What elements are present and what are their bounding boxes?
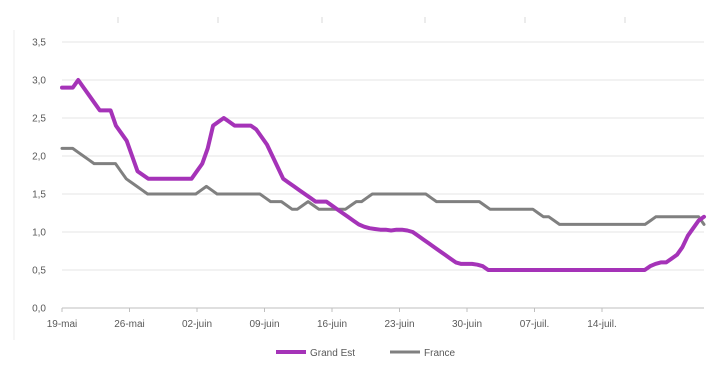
gridlines	[13, 30, 704, 340]
x-tick-label: 09-juin	[249, 319, 279, 330]
y-tick-label: 3,5	[32, 38, 46, 49]
x-tick-label: 07-juil.	[520, 319, 549, 330]
top-tick-marks	[117, 17, 626, 23]
legend-label: France	[424, 348, 456, 359]
series-line-grand-est	[60, 78, 706, 272]
x-tick-label: 19-mai	[47, 319, 78, 330]
series-lines	[60, 78, 706, 272]
legend: Grand Est France	[276, 348, 456, 359]
legend-item-france: France	[390, 348, 456, 359]
series-line-france	[60, 146, 706, 226]
legend-item-grand-est: Grand Est	[276, 348, 355, 359]
x-tick-label: 14-juil.	[587, 319, 616, 330]
x-tick-label: 16-juin	[317, 319, 347, 330]
x-tick-label: 02-juin	[182, 319, 212, 330]
y-tick-label: 3,0	[32, 76, 46, 87]
legend-label: Grand Est	[310, 348, 355, 359]
x-axis-tick-labels: 19-mai 26-mai 02-juin 09-juin 16-juin 23-juin…	[47, 308, 617, 330]
y-tick-label: 2,0	[32, 152, 46, 163]
y-tick-label: 1,5	[32, 190, 46, 201]
y-axis-tick-labels: 0,0 0,5 1,0 1,5 2,0 2,5 3,0 3,5	[32, 38, 46, 315]
x-tick-label: 23-juin	[384, 319, 414, 330]
y-tick-label: 2,5	[32, 114, 46, 125]
y-tick-label: 0,0	[32, 304, 46, 315]
x-tick-label: 30-juin	[452, 319, 482, 330]
x-tick-label: 26-mai	[114, 319, 145, 330]
y-tick-label: 1,0	[32, 228, 46, 239]
y-tick-label: 0,5	[32, 266, 46, 277]
